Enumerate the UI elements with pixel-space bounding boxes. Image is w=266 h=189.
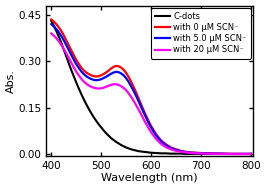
with 0 μM SCN⁻ xyxy=(50,18,53,21)
with 0 μM SCN⁻ xyxy=(80,66,83,69)
with 0 μM SCN⁻ xyxy=(130,80,133,83)
C-dots xyxy=(214,153,217,155)
with 20 μM SCN⁻ xyxy=(139,113,143,115)
Legend: C-dots, with 0 μM SCN⁻, with 5.0 μM SCN⁻, with 20 μM SCN⁻: C-dots, with 0 μM SCN⁻, with 5.0 μM SCN⁻… xyxy=(151,8,251,59)
with 0 μM SCN⁻ xyxy=(209,152,212,154)
X-axis label: Wavelength (nm): Wavelength (nm) xyxy=(101,174,198,184)
with 5.0 μM SCN⁻ xyxy=(139,105,143,108)
with 20 μM SCN⁻ xyxy=(130,95,133,98)
with 5.0 μM SCN⁻ xyxy=(224,153,227,155)
with 20 μM SCN⁻ xyxy=(249,153,252,155)
with 0 μM SCN⁻ xyxy=(139,103,143,105)
with 5.0 μM SCN⁻ xyxy=(50,23,53,25)
with 5.0 μM SCN⁻ xyxy=(85,75,88,77)
C-dots xyxy=(130,148,133,150)
with 5.0 μM SCN⁻ xyxy=(80,70,83,72)
C-dots xyxy=(139,150,143,153)
C-dots xyxy=(184,153,188,155)
with 5.0 μM SCN⁻ xyxy=(249,153,252,155)
with 0 μM SCN⁻ xyxy=(249,153,252,155)
with 0 μM SCN⁻ xyxy=(85,71,88,74)
with 0 μM SCN⁻ xyxy=(229,153,232,155)
with 20 μM SCN⁻ xyxy=(85,82,88,85)
with 20 μM SCN⁻ xyxy=(50,32,53,35)
Line: with 0 μM SCN⁻: with 0 μM SCN⁻ xyxy=(51,19,251,154)
C-dots xyxy=(80,93,83,95)
Y-axis label: Abs.: Abs. xyxy=(6,69,15,93)
with 5.0 μM SCN⁻ xyxy=(130,85,133,87)
C-dots xyxy=(249,153,252,155)
Line: with 5.0 μM SCN⁻: with 5.0 μM SCN⁻ xyxy=(51,24,251,154)
C-dots xyxy=(85,103,88,105)
with 0 μM SCN⁻ xyxy=(102,73,105,75)
C-dots xyxy=(50,20,53,22)
with 20 μM SCN⁻ xyxy=(102,87,105,89)
with 20 μM SCN⁻ xyxy=(80,77,83,80)
with 5.0 μM SCN⁻ xyxy=(102,77,105,79)
Line: with 20 μM SCN⁻: with 20 μM SCN⁻ xyxy=(51,33,251,154)
Line: C-dots: C-dots xyxy=(51,21,251,154)
with 5.0 μM SCN⁻ xyxy=(209,153,212,155)
C-dots xyxy=(102,129,105,132)
with 20 μM SCN⁻ xyxy=(209,153,212,155)
with 20 μM SCN⁻ xyxy=(214,153,217,155)
